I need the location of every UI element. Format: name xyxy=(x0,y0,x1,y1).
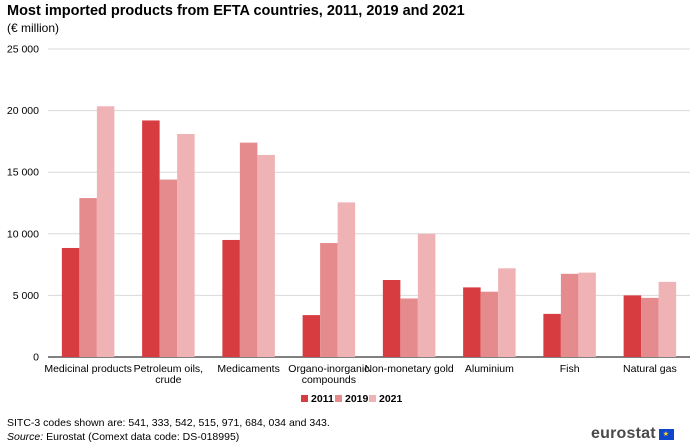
codes-note: SITC-3 codes shown are: 541, 333, 542, 5… xyxy=(7,417,330,429)
bar-2019 xyxy=(320,243,338,357)
bar-2019 xyxy=(239,142,258,357)
x-tick-label: Organo-inorganic compounds xyxy=(288,363,369,386)
x-tick-label: Natural gas xyxy=(623,363,677,375)
bar-2011 xyxy=(623,295,642,357)
bar-2011 xyxy=(382,280,401,357)
bar-2021 xyxy=(257,154,275,357)
bar-2011 xyxy=(302,315,321,357)
x-tick-label-line: Natural gas xyxy=(623,363,677,375)
bar-2019 xyxy=(480,291,499,357)
y-tick-label: 20 000 xyxy=(7,105,39,117)
x-tick-label-line: crude xyxy=(155,374,181,386)
x-tick-label: Aluminium xyxy=(465,363,514,375)
eurostat-logo: eurostat xyxy=(591,425,674,443)
x-tick-label: Medicaments xyxy=(217,363,279,375)
x-tick-label-line: Aluminium xyxy=(465,363,514,375)
bar-2019 xyxy=(641,297,659,357)
legend-swatch-2011 xyxy=(301,395,308,402)
bar-2021 xyxy=(337,202,356,357)
x-tick-label-line: Petroleum oils, xyxy=(134,363,203,375)
y-tick-label: 5 000 xyxy=(13,290,39,302)
bar-2021 xyxy=(177,134,195,357)
x-tick-label: Petroleum oils, crude xyxy=(134,363,203,386)
bar-2019 xyxy=(400,298,418,357)
x-tick-label-line: Organo-inorganic xyxy=(288,363,369,375)
legend-swatch-2019 xyxy=(335,395,342,402)
x-tick-label-line: Non-monetary gold xyxy=(364,363,453,375)
bar-2019 xyxy=(560,273,579,357)
y-tick-label: 15 000 xyxy=(7,167,39,179)
bar-2011 xyxy=(142,120,160,358)
bar-2011 xyxy=(61,247,80,357)
bar-2021 xyxy=(498,268,516,357)
y-tick-label: 0 xyxy=(33,352,39,364)
x-tick-label-line: Medicinal products xyxy=(44,363,132,375)
bar-2021 xyxy=(417,233,436,357)
x-tick-label-line: compounds xyxy=(302,374,356,386)
bar-2011 xyxy=(543,313,561,357)
y-tick-label: 25 000 xyxy=(7,44,39,56)
chart-subtitle: (€ million) xyxy=(7,21,60,35)
bar-2019 xyxy=(159,179,178,357)
bar-2011 xyxy=(463,287,481,357)
x-tick-label: Medicinal products xyxy=(44,363,132,375)
source-label: Source: xyxy=(7,431,44,443)
bar-2021 xyxy=(578,272,596,357)
x-tick-label: Fish xyxy=(560,363,580,375)
legend-label-2011: 2011 xyxy=(311,393,334,405)
legend-swatch-2021 xyxy=(369,395,376,402)
y-tick-label: 10 000 xyxy=(7,228,39,240)
x-tick-label: Non-monetary gold xyxy=(364,363,453,375)
bar-2021 xyxy=(96,106,115,358)
eu-flag-icon xyxy=(658,428,674,440)
x-tick-label-line: Fish xyxy=(560,363,580,375)
bar-2021 xyxy=(658,281,677,357)
legend-label-2021: 2021 xyxy=(379,393,403,405)
chart-title: Most imported products from EFTA countri… xyxy=(7,3,465,19)
x-tick-label-line: Medicaments xyxy=(217,363,279,375)
bar-2011 xyxy=(222,239,240,357)
source-note: Source: Eurostat (Comext data code: DS-0… xyxy=(7,431,239,443)
legend-label-2019: 2019 xyxy=(345,393,369,405)
logo-text: eurostat xyxy=(591,425,656,442)
source-text: Eurostat (Comext data code: DS-018995) xyxy=(43,431,240,443)
bar-2019 xyxy=(79,198,97,357)
